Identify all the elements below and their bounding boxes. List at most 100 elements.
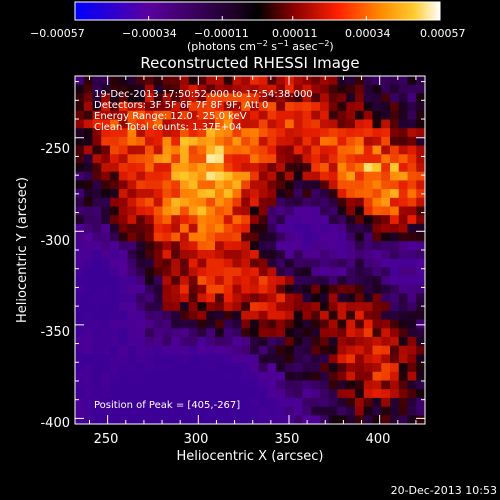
image-pixel bbox=[171, 389, 181, 399]
image-pixel bbox=[346, 345, 356, 355]
image-pixel bbox=[215, 197, 225, 207]
image-pixel bbox=[206, 354, 216, 364]
image-pixel bbox=[381, 180, 391, 190]
image-pixel bbox=[101, 363, 111, 373]
image-pixel bbox=[101, 171, 111, 181]
image-pixel bbox=[346, 232, 356, 242]
image-pixel bbox=[232, 110, 242, 120]
image-pixel bbox=[110, 276, 120, 286]
image-pixel bbox=[180, 258, 190, 268]
image-pixel bbox=[188, 371, 198, 381]
image-pixel bbox=[232, 276, 242, 286]
image-pixel bbox=[92, 93, 102, 103]
image-pixel bbox=[267, 215, 277, 225]
image-pixel bbox=[302, 215, 312, 225]
image-pixel bbox=[398, 128, 408, 138]
image-pixel bbox=[285, 250, 295, 259]
image-pixel bbox=[83, 276, 93, 286]
image-pixel bbox=[407, 241, 417, 251]
image-pixel bbox=[223, 389, 233, 399]
image-pixel bbox=[267, 102, 277, 112]
image-pixel bbox=[188, 136, 198, 146]
image-pixel bbox=[276, 163, 286, 172]
image-pixel bbox=[276, 250, 286, 259]
image-pixel bbox=[320, 337, 330, 346]
image-pixel bbox=[320, 145, 330, 155]
image-pixel bbox=[250, 397, 260, 407]
image-pixel bbox=[258, 232, 268, 242]
image-pixel bbox=[180, 397, 190, 407]
image-pixel bbox=[267, 276, 277, 286]
image-pixel bbox=[188, 258, 198, 268]
image-pixel bbox=[355, 397, 365, 407]
image-pixel bbox=[381, 267, 391, 277]
image-pixel bbox=[285, 267, 295, 277]
image-pixel bbox=[381, 406, 391, 416]
image-pixel bbox=[197, 302, 207, 312]
image-pixel bbox=[223, 415, 233, 424]
image-pixel bbox=[206, 389, 216, 399]
image-pixel bbox=[337, 406, 347, 416]
image-pixel bbox=[258, 128, 268, 138]
image-pixel bbox=[215, 276, 225, 286]
image-pixel bbox=[328, 163, 338, 172]
image-pixel bbox=[127, 302, 137, 312]
image-pixel bbox=[363, 241, 373, 251]
colorbar-tick-label-5: 0.00057 bbox=[420, 27, 466, 40]
image-pixel bbox=[110, 267, 120, 277]
image-pixel bbox=[328, 258, 338, 268]
image-pixel bbox=[293, 310, 303, 320]
image-pixel bbox=[101, 302, 111, 312]
image-pixel bbox=[232, 232, 242, 242]
image-pixel bbox=[197, 284, 207, 294]
image-pixel bbox=[101, 180, 111, 190]
image-pixel bbox=[171, 397, 181, 407]
image-pixel bbox=[153, 406, 163, 416]
image-pixel bbox=[215, 163, 225, 172]
image-pixel bbox=[398, 284, 408, 294]
image-pixel bbox=[285, 328, 295, 338]
image-pixel bbox=[241, 119, 251, 129]
image-pixel bbox=[101, 76, 111, 85]
image-pixel bbox=[328, 110, 338, 120]
image-pixel bbox=[180, 267, 190, 277]
image-pixel bbox=[206, 93, 216, 103]
image-pixel bbox=[92, 328, 102, 338]
image-pixel bbox=[127, 293, 137, 303]
image-pixel bbox=[215, 380, 225, 390]
image-pixel bbox=[407, 397, 417, 407]
image-pixel bbox=[267, 293, 277, 303]
image-pixel bbox=[285, 310, 295, 320]
image-pixel bbox=[390, 110, 400, 120]
image-pixel bbox=[110, 302, 120, 312]
image-pixel bbox=[355, 319, 365, 329]
image-pixel bbox=[363, 345, 373, 355]
image-pixel bbox=[101, 397, 111, 407]
image-pixel bbox=[407, 337, 417, 346]
image-pixel bbox=[416, 389, 425, 399]
image-pixel bbox=[145, 110, 155, 120]
image-pixel bbox=[153, 302, 163, 312]
image-pixel bbox=[162, 93, 172, 103]
image-pixel bbox=[328, 371, 338, 381]
image-pixel bbox=[398, 354, 408, 364]
image-pixel bbox=[232, 189, 242, 199]
image-pixel bbox=[136, 389, 146, 399]
image-pixel bbox=[241, 206, 251, 216]
image-pixel bbox=[390, 371, 400, 381]
image-pixel bbox=[136, 250, 146, 259]
image-pixel bbox=[320, 197, 330, 207]
image-pixel bbox=[110, 189, 120, 199]
image-pixel bbox=[145, 189, 155, 199]
image-pixel bbox=[171, 128, 181, 138]
image-pixel bbox=[180, 180, 190, 190]
image-pixel bbox=[258, 136, 268, 146]
image-pixel bbox=[171, 215, 181, 225]
image-pixel bbox=[75, 197, 85, 207]
image-pixel bbox=[92, 293, 102, 303]
image-pixel bbox=[215, 232, 225, 242]
image-pixel bbox=[250, 180, 260, 190]
image-pixel bbox=[215, 302, 225, 312]
image-pixel bbox=[145, 76, 155, 85]
image-pixel bbox=[188, 276, 198, 286]
